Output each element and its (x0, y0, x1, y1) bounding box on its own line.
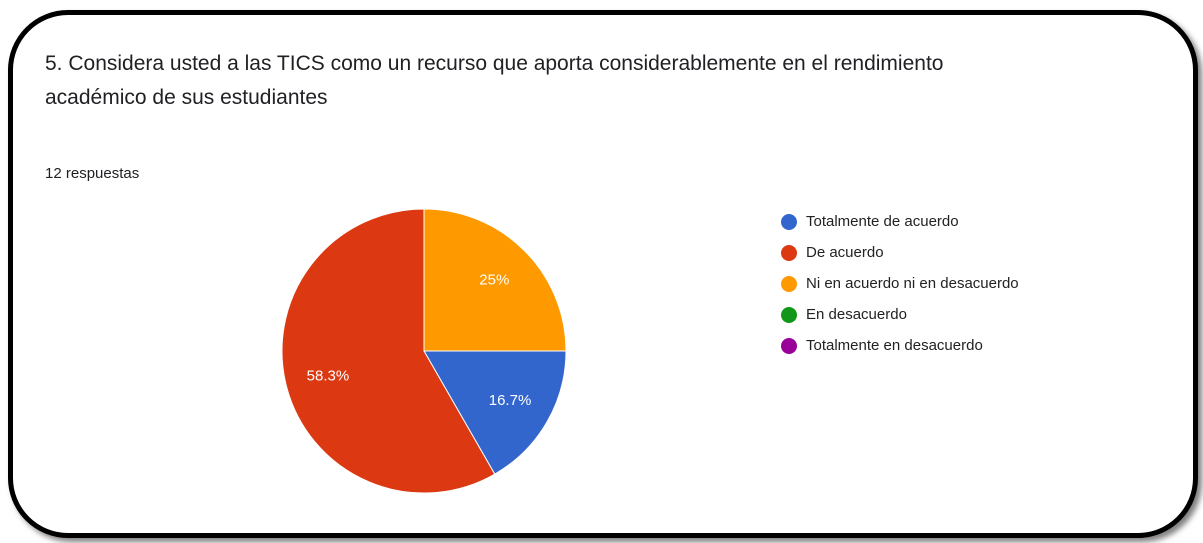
pie-slice (423, 208, 567, 352)
legend-swatch (781, 245, 797, 261)
chart: 16.7% 58.3% 25% Totalmente de acuerdo De acu… (281, 208, 1019, 494)
legend-swatch (781, 307, 797, 323)
legend-label: De acuerdo (806, 244, 884, 261)
legend-swatch (781, 214, 797, 230)
card: 5. Considera usted a las TICS como un re… (8, 10, 1198, 538)
legend-swatch (781, 338, 797, 354)
pie-slice (281, 208, 496, 494)
legend-label: Totalmente en desacuerdo (806, 337, 983, 354)
chart-title: 5. Considera usted a las TICS como un re… (45, 52, 944, 109)
response-count: 12 respuestas (45, 165, 140, 182)
slice-label: 25% (479, 272, 509, 289)
legend-swatch (781, 276, 797, 292)
legend-label: Totalmente de acuerdo (806, 213, 959, 230)
slice-label: 16.7% (489, 392, 532, 409)
legend-label: Ni en acuerdo ni en desacuerdo (806, 275, 1019, 292)
legend-label: En desacuerdo (806, 306, 907, 323)
pie-slice (423, 350, 567, 475)
slice-label: 58.3% (307, 368, 350, 385)
